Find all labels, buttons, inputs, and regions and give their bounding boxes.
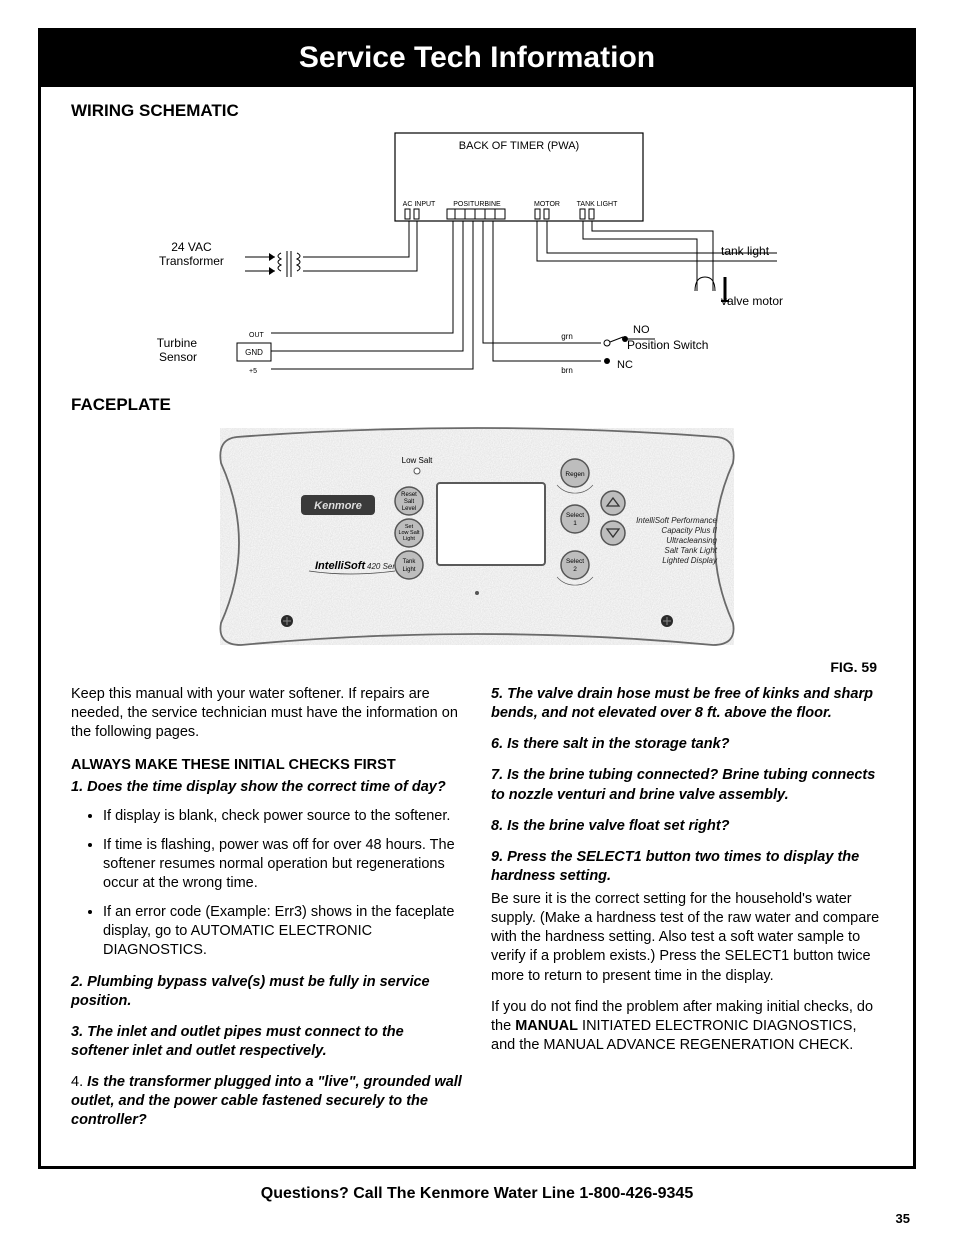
transformer-symbol bbox=[245, 251, 300, 277]
tank-light-label: tank light bbox=[721, 245, 769, 259]
turbine-label: TurbineSensor bbox=[137, 337, 197, 365]
svg-text:Salt: Salt bbox=[404, 499, 415, 505]
check-2: 2. Plumbing bypass valve(s) must be full… bbox=[71, 973, 463, 1011]
svg-text:Select: Select bbox=[566, 558, 584, 565]
port-tank-label: TANK LIGHT bbox=[577, 201, 618, 208]
timer-label: BACK OF TIMER (PWA) bbox=[459, 140, 579, 152]
svg-text:Light: Light bbox=[403, 536, 415, 542]
port-pos-label: POSITURBINE bbox=[453, 201, 501, 208]
text-columns: Keep this manual with your water softene… bbox=[71, 685, 883, 1142]
check-3: 3. The inlet and outlet pipes must conne… bbox=[71, 1023, 463, 1061]
faceplate-heading: FACEPLATE bbox=[71, 395, 883, 415]
figure-label: FIG. 59 bbox=[71, 659, 877, 675]
port-ac-label: AC INPUT bbox=[403, 201, 436, 208]
check-9-body: Be sure it is the correct setting for th… bbox=[491, 890, 883, 986]
reset-salt-button[interactable]: Reset Salt Level bbox=[395, 487, 423, 515]
svg-text:Level: Level bbox=[402, 506, 416, 512]
set-low-salt-button[interactable]: Set Low Salt Light bbox=[395, 519, 423, 547]
series-label: IntelliSoft bbox=[315, 560, 366, 572]
down-button[interactable] bbox=[601, 521, 625, 545]
nc-label: NC bbox=[617, 359, 633, 371]
check-1-sub-3: If an error code (Example: Err3) shows i… bbox=[103, 903, 463, 960]
check-6: 6. Is there salt in the storage tank? bbox=[491, 735, 883, 754]
svg-text:1: 1 bbox=[573, 520, 577, 527]
up-button[interactable] bbox=[601, 491, 625, 515]
svg-text:Light: Light bbox=[402, 567, 415, 573]
banner-title: Service Tech Information bbox=[41, 31, 913, 87]
low-salt-label: Low Salt bbox=[402, 456, 433, 465]
tag3: Ultracleansing bbox=[666, 536, 717, 545]
tag1: IntelliSoft Performance bbox=[636, 516, 717, 525]
svg-text:2: 2 bbox=[573, 566, 577, 573]
tag4: Salt Tank Light bbox=[664, 546, 717, 555]
check-7: 7. Is the brine tubing connected? Brine … bbox=[491, 766, 883, 804]
checks-heading: ALWAYS MAKE THESE INITIAL CHECKS FIRST bbox=[71, 756, 463, 775]
svg-text:Select: Select bbox=[566, 512, 584, 519]
gnd-label: GND bbox=[245, 348, 263, 357]
closing-paragraph: If you do not find the problem after mak… bbox=[491, 998, 883, 1055]
tag2: Capacity Plus II bbox=[661, 526, 717, 535]
check-1: 1. Does the time display show the correc… bbox=[71, 778, 463, 961]
wiring-schematic: BACK OF TIMER (PWA) AC INPUT POSITURBINE… bbox=[71, 129, 883, 389]
check-1-sub-2: If time is flashing, power was off for o… bbox=[103, 836, 463, 893]
svg-text:Tank: Tank bbox=[403, 559, 417, 565]
check-1-sub-1: If display is blank, check power source … bbox=[103, 807, 463, 826]
tag5: Lighted Display bbox=[662, 556, 718, 565]
page-number: 35 bbox=[0, 1211, 910, 1226]
tank-light-button[interactable]: Tank Light bbox=[395, 551, 423, 579]
check-9: 9. Press the SELECT1 button two times to… bbox=[491, 848, 883, 986]
svg-text:Reset: Reset bbox=[401, 492, 417, 498]
check-4: 4. Is the transformer plugged into a "li… bbox=[71, 1073, 463, 1130]
brn-label: brn bbox=[561, 366, 573, 375]
check-8: 8. Is the brine valve float set right? bbox=[491, 817, 883, 836]
plus5-label: +5 bbox=[249, 368, 257, 375]
intro-paragraph: Keep this manual with your water softene… bbox=[71, 685, 463, 742]
wiring-heading: WIRING SCHEMATIC bbox=[71, 101, 883, 121]
no-label: NO bbox=[633, 324, 650, 336]
svg-text:Regen: Regen bbox=[565, 471, 585, 478]
grn-label: grn bbox=[561, 332, 573, 341]
right-column: 5. The valve drain hose must be free of … bbox=[491, 685, 883, 1142]
brand-label: Kenmore bbox=[314, 500, 362, 512]
select2-button[interactable]: Select 2 bbox=[561, 551, 589, 579]
regen-button[interactable]: Regen bbox=[561, 459, 589, 487]
valve-motor-label: valve motor bbox=[721, 295, 783, 309]
page-frame: Service Tech Information WIRING SCHEMATI… bbox=[38, 28, 916, 1169]
out-label: OUT bbox=[249, 332, 265, 339]
footer-line: Questions? Call The Kenmore Water Line 1… bbox=[0, 1185, 954, 1203]
check-5: 5. The valve drain hose must be free of … bbox=[491, 685, 883, 723]
position-switch-label: Position Switch bbox=[627, 339, 708, 353]
left-column: Keep this manual with your water softene… bbox=[71, 685, 463, 1142]
select1-button[interactable]: Select 1 bbox=[561, 505, 589, 533]
faceplate-diagram: Low Salt Kenmore IntelliSoft 420 Series … bbox=[71, 423, 883, 653]
port-motor-label: MOTOR bbox=[534, 201, 560, 208]
transformer-label: 24 VACTransformer bbox=[159, 241, 224, 269]
content-area: WIRING SCHEMATIC BACK OF TIMER (PWA) AC … bbox=[41, 101, 913, 1166]
